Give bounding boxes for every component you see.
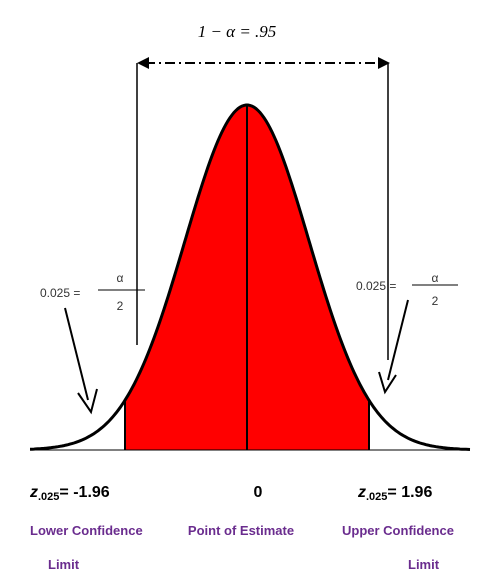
- tail-area: 0.025 =: [40, 286, 80, 300]
- limit-label: Limit: [48, 557, 80, 572]
- tail-denominator: 2: [432, 294, 439, 308]
- estimate-label: Point of Estimate: [188, 523, 294, 538]
- normal-curve: [30, 103, 471, 451]
- lower-z: z.025= -1.96: [29, 484, 110, 503]
- tail-numerator: α: [432, 271, 439, 285]
- z-value: = 1.96: [387, 484, 432, 501]
- z-value: = -1.96: [59, 484, 109, 501]
- cut-lines: [124, 105, 370, 450]
- tail-denominator: 2: [117, 299, 124, 313]
- tail-numerator: α: [117, 271, 124, 285]
- tail-arrow: [64, 307, 89, 401]
- z-symbol: z: [357, 484, 366, 501]
- tail-arrow: [387, 299, 409, 381]
- tail-arrowhead: [77, 388, 98, 415]
- z-symbol: z: [29, 484, 38, 501]
- tail-area: 0.025 =: [356, 279, 396, 293]
- tail-arrowhead: [378, 371, 397, 395]
- z-subscript: .025: [38, 491, 59, 503]
- upper-z: z.025= 1.96: [357, 484, 432, 503]
- limit-label: Limit: [408, 557, 440, 572]
- limit-label: Lower Confidence: [30, 523, 143, 538]
- limit-label: Upper Confidence: [342, 523, 454, 538]
- confidence-label: 1 − α = .95: [198, 22, 277, 41]
- z-subscript: .025: [366, 491, 387, 503]
- center-value: 0: [254, 484, 263, 501]
